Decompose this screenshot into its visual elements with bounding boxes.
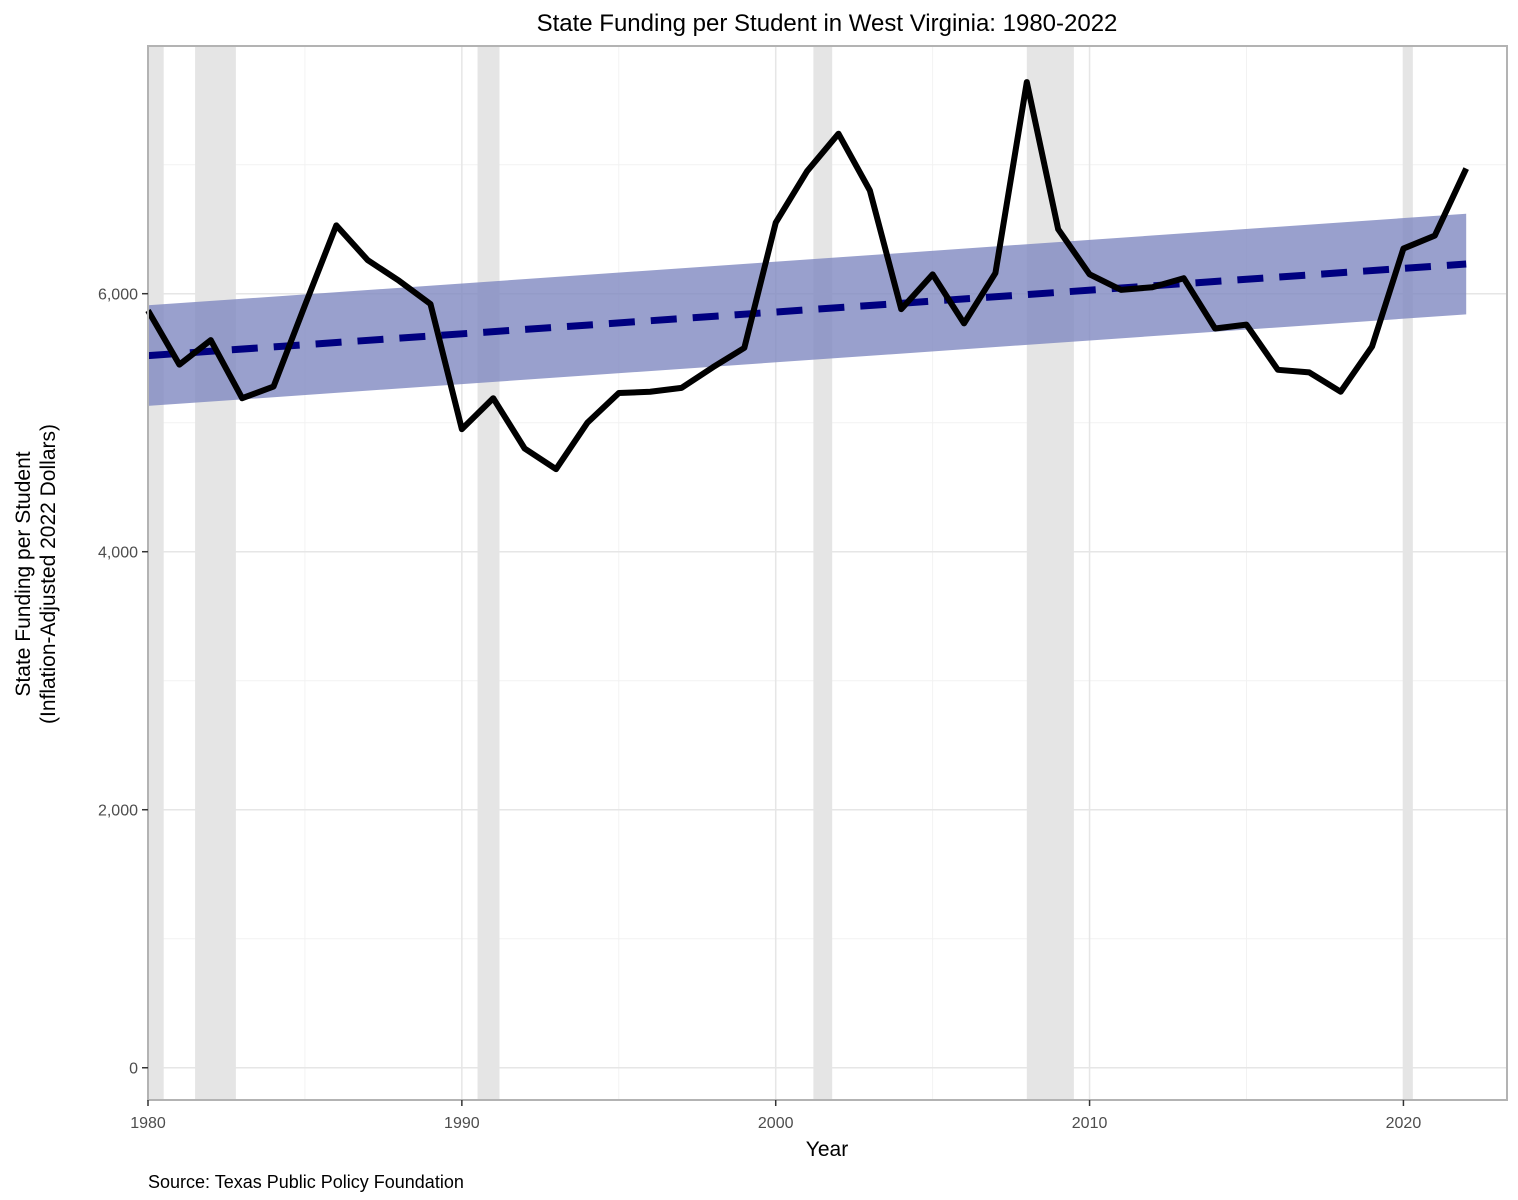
x-tick-label: 1980 <box>130 1115 166 1132</box>
y-tick-label: 6,000 <box>98 287 138 304</box>
chart-title: State Funding per Student in West Virgin… <box>537 10 1118 37</box>
recession-band <box>477 46 500 1100</box>
funding-line <box>145 79 1469 473</box>
trend-confidence-band <box>148 213 1467 406</box>
recession-band <box>195 46 236 1100</box>
x-tick-label: 2020 <box>1386 1115 1422 1132</box>
series-lines <box>145 79 1469 473</box>
x-axis-title: Year <box>806 1138 848 1161</box>
source-caption: Source: Texas Public Policy Foundation <box>148 1172 464 1192</box>
recession-bands <box>148 46 1413 1100</box>
y-axis-title-line2: (Inflation-Adjusted 2022 Dollars) <box>37 424 60 724</box>
recession-band <box>148 46 164 1100</box>
recession-band <box>1026 46 1074 1100</box>
x-tick-label: 2010 <box>1072 1115 1108 1132</box>
y-tick-label: 2,000 <box>98 803 138 820</box>
confidence-band <box>148 213 1467 406</box>
y-tick-label: 4,000 <box>98 545 138 562</box>
axis-ticks: 1980 1990 2000 2010 2020 0 2,000 4,000 6,000 <box>98 287 1421 1132</box>
plot-panel-border <box>147 45 1508 1101</box>
y-tick-label: 0 <box>129 1061 138 1078</box>
y-axis-title-line1: State Funding per Student <box>12 451 35 696</box>
recession-band <box>1403 46 1413 1100</box>
x-tick-label: 2000 <box>758 1115 794 1132</box>
x-tick-label: 1990 <box>444 1115 480 1132</box>
trend-line <box>147 260 1467 360</box>
recession-band <box>813 46 833 1100</box>
